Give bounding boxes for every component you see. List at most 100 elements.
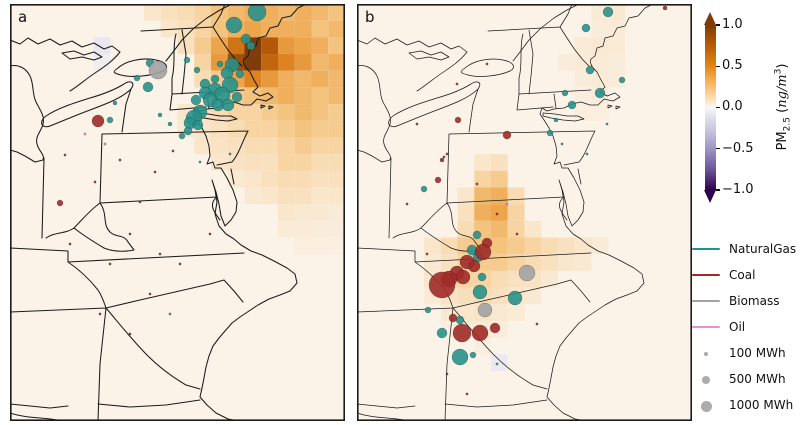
data-point-coal xyxy=(93,180,97,184)
data-point-gas xyxy=(560,142,564,146)
data-point-gas xyxy=(585,65,595,75)
data-point-coal xyxy=(128,232,132,236)
heat-cell xyxy=(261,54,278,71)
data-point-gas xyxy=(190,94,202,106)
data-point-gas xyxy=(157,112,163,118)
data-point-coal xyxy=(465,392,469,396)
heat-cell xyxy=(491,304,508,321)
heat-cell xyxy=(244,104,262,121)
data-point-coal xyxy=(153,170,157,174)
data-point-oil xyxy=(83,132,87,136)
heat-cell xyxy=(591,37,609,55)
powerplant-points xyxy=(405,5,668,396)
legend-item-size-500: 500 MWh xyxy=(692,366,798,392)
heat-cell xyxy=(294,4,312,21)
data-point-coal xyxy=(439,157,445,163)
heat-cell xyxy=(211,137,228,155)
heat-cell xyxy=(507,304,525,321)
data-point-coal xyxy=(474,243,492,261)
heat-cell xyxy=(491,220,508,238)
data-point-gas xyxy=(228,152,232,156)
heat-cell xyxy=(440,237,458,255)
heat-cell xyxy=(328,187,345,205)
heat-cell xyxy=(440,254,458,271)
heat-cell xyxy=(194,137,211,155)
data-point-bio xyxy=(148,60,168,80)
heat-cell xyxy=(211,120,228,138)
colorbar-tick-2: 0.5 xyxy=(722,58,743,73)
data-point-gas xyxy=(451,348,469,366)
heat-cell xyxy=(591,70,609,88)
data-point-coal xyxy=(415,122,419,126)
heat-cell xyxy=(507,254,525,271)
heat-cell xyxy=(278,170,295,188)
data-point-gas xyxy=(106,116,114,124)
heat-cell xyxy=(328,104,345,121)
data-point-oil xyxy=(505,202,509,206)
naturalgas-line-swatch xyxy=(692,247,720,251)
heat-cell xyxy=(278,154,295,171)
heat-cell xyxy=(261,154,278,171)
heat-cell xyxy=(177,37,195,55)
heat-cell xyxy=(261,37,278,55)
legend-item-coal: Coal xyxy=(692,262,798,288)
data-point-gas xyxy=(192,119,204,131)
legend-item-size-1000: 1000 MWh xyxy=(692,392,798,418)
heat-cell xyxy=(244,54,262,71)
data-point-coal xyxy=(98,312,102,316)
data-point-gas xyxy=(436,327,448,339)
heat-cell xyxy=(491,187,508,205)
heat-cell xyxy=(278,37,295,55)
heat-cell xyxy=(278,204,295,221)
data-point-gas xyxy=(168,312,172,316)
coal-line-swatch xyxy=(692,273,720,277)
heat-cell xyxy=(311,54,329,71)
heat-cell xyxy=(328,54,345,71)
heat-cell xyxy=(328,87,345,105)
data-point-coal xyxy=(128,332,132,336)
heat-cell xyxy=(524,287,542,305)
heat-cell xyxy=(93,37,111,55)
data-point-coal xyxy=(455,269,471,285)
legend: NaturalGas Coal Biomass Oil 100 MWh 500 … xyxy=(692,236,798,418)
heat-cell xyxy=(278,20,295,38)
heat-cell xyxy=(491,204,508,221)
data-point-bio xyxy=(518,264,536,282)
data-point-gas xyxy=(221,98,235,112)
map-panel-b: b xyxy=(357,4,692,421)
colorbar-arrow-down xyxy=(704,190,716,203)
heat-cell xyxy=(574,37,592,55)
heat-cell xyxy=(608,70,625,88)
heat-cell xyxy=(261,4,278,21)
data-point-coal xyxy=(459,254,475,270)
heat-cell xyxy=(328,137,345,155)
heat-cell xyxy=(278,120,295,138)
data-point-coal xyxy=(405,202,409,206)
heat-cell xyxy=(491,254,508,271)
heat-cell xyxy=(311,154,329,171)
heat-cell xyxy=(574,254,592,271)
heat-cell xyxy=(261,137,278,155)
data-point-gas xyxy=(178,132,186,140)
biomass-line-swatch xyxy=(692,299,720,303)
data-point-gas xyxy=(235,69,245,79)
heat-cell xyxy=(591,104,609,121)
heat-cell xyxy=(591,4,609,21)
heat-cell xyxy=(227,4,245,21)
data-point-gas xyxy=(183,126,193,136)
heat-cell xyxy=(294,20,312,38)
heat-cell xyxy=(328,204,345,221)
heat-cell xyxy=(491,237,508,255)
legend-item-biomass: Biomass xyxy=(692,288,798,314)
heat-cell xyxy=(541,270,558,288)
heat-cell xyxy=(311,37,329,55)
heat-cell xyxy=(261,104,278,121)
colorbar-tick-4: −0.5 xyxy=(722,141,754,156)
map-svg-a xyxy=(10,4,345,421)
data-point-gas xyxy=(605,122,609,126)
colorbar-tick-1: 1.0 xyxy=(722,17,743,32)
heat-cell xyxy=(244,87,262,105)
heat-cell xyxy=(574,54,592,71)
data-point-coal xyxy=(495,212,499,216)
size-dot-1000 xyxy=(700,400,712,412)
